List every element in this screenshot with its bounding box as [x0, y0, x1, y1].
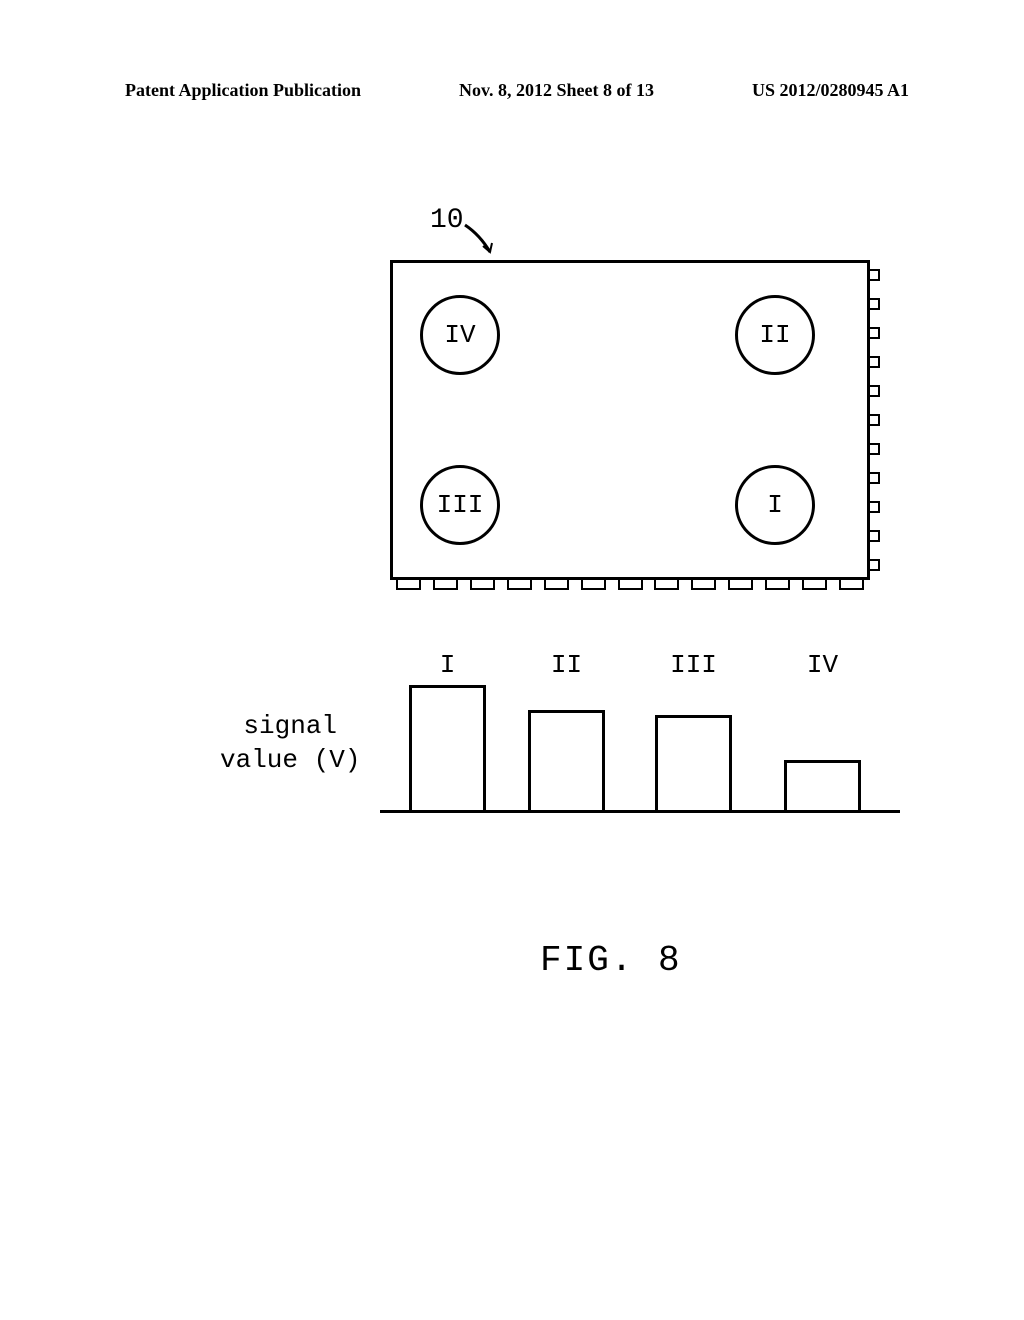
figure-caption: FIG. 8 [540, 940, 682, 981]
touch-point-circle: III [420, 465, 500, 545]
electrode-tick-bottom [728, 580, 753, 590]
chart-y-axis-label: signal value (V) [220, 710, 360, 778]
electrode-tick-right [870, 443, 880, 455]
header-left: Patent Application Publication [125, 80, 361, 101]
ylabel-line2: value (V) [220, 745, 360, 775]
electrode-tick-bottom [765, 580, 790, 590]
electrode-tick-right [870, 327, 880, 339]
electrode-tick-right [870, 385, 880, 397]
electrode-tick-bottom [470, 580, 495, 590]
reference-arrow-icon [460, 220, 500, 260]
page-header: Patent Application Publication Nov. 8, 2… [125, 80, 909, 101]
chart-bar [655, 715, 732, 810]
electrode-tick-bottom [691, 580, 716, 590]
header-center: Nov. 8, 2012 Sheet 8 of 13 [459, 80, 654, 101]
electrode-tick-right [870, 269, 880, 281]
header-right: US 2012/0280945 A1 [752, 80, 909, 101]
electrode-tick-right [870, 559, 880, 571]
electrode-tick-bottom [618, 580, 643, 590]
electrode-tick-bottom [507, 580, 532, 590]
electrode-tick-bottom [581, 580, 606, 590]
electrode-tick-bottom [802, 580, 827, 590]
electrode-tick-right [870, 530, 880, 542]
electrode-tick-bottom [396, 580, 421, 590]
chart-bar [409, 685, 486, 810]
chart-bar-label: II [518, 650, 615, 680]
chart-bar [528, 710, 605, 810]
electrode-tick-right [870, 501, 880, 513]
electrode-tick-right [870, 356, 880, 368]
ylabel-line1: signal [243, 711, 337, 741]
reference-label: 10 [430, 205, 464, 236]
touch-point-circle: IV [420, 295, 500, 375]
chart-bar-label: III [645, 650, 742, 680]
electrode-tick-bottom [654, 580, 679, 590]
touch-point-circle: I [735, 465, 815, 545]
chart-bar-label: I [399, 650, 496, 680]
electrode-tick-right [870, 414, 880, 426]
chart-bar [784, 760, 861, 810]
touch-point-circle: II [735, 295, 815, 375]
chart-axis-line [380, 810, 900, 813]
electrode-tick-right [870, 298, 880, 310]
electrode-tick-bottom [433, 580, 458, 590]
electrode-tick-bottom [839, 580, 864, 590]
electrode-tick-right [870, 472, 880, 484]
electrode-tick-bottom [544, 580, 569, 590]
chart-bar-label: IV [774, 650, 871, 680]
